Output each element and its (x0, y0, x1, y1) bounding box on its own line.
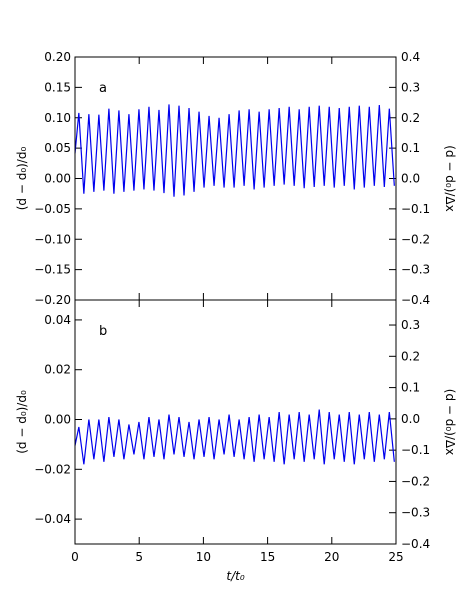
panel-b-tick-labels: 0.04 0.02 0.00 −0.02 −0.04 0.3 0.2 0.1 0.0 −0.1 −0… (34, 313, 430, 564)
y-tick-label: 0.05 (44, 141, 71, 155)
y-right-tick-label: 0.0 (401, 412, 420, 426)
panel-a-label: a (99, 81, 107, 96)
y-right-tick-label: −0.3 (401, 506, 430, 520)
y-right-tick-label: −0.2 (401, 474, 430, 488)
panel-a-ylabel-right: (d − d₀)/Δx (443, 145, 457, 211)
y-right-tick-label: 0.2 (401, 111, 420, 125)
panel-b-series-line (74, 409, 395, 465)
panel-a: 0.200.150.100.050.00−0.05−0.10−0.15−0.20… (15, 50, 457, 307)
y-right-tick-label: −0.1 (401, 443, 430, 457)
y-tick-label: −0.04 (34, 512, 71, 526)
y-tick-label: 0.02 (44, 363, 71, 377)
y-right-tick-label: 0.1 (401, 381, 420, 395)
x-tick-label: 25 (388, 550, 403, 564)
y-right-tick-label: −0.2 (401, 232, 430, 246)
y-right-tick-label: −0.4 (401, 537, 430, 551)
panel-b-ylabel-right: (d − d₀)/Δx (443, 389, 457, 455)
y-right-tick-label: 0.4 (401, 50, 420, 64)
y-tick-label: −0.10 (34, 232, 71, 246)
panel-b: 0.04 0.02 0.00 −0.02 −0.04 0.3 0.2 0.1 0.0 −0.1 −0… (15, 299, 457, 583)
panel-b-frame (74, 299, 397, 545)
y-right-tick-label: −0.3 (401, 263, 430, 277)
y-right-tick-label: 0.0 (401, 172, 420, 186)
x-tick-label: 0 (71, 550, 79, 564)
panel-a-series-line (74, 104, 395, 197)
y-tick-label: 0.10 (44, 111, 71, 125)
x-tick-label: 20 (324, 550, 339, 564)
y-tick-label: −0.02 (34, 462, 71, 476)
y-right-tick-label: −0.4 (401, 293, 430, 307)
y-right-tick-label: 0.1 (401, 141, 420, 155)
y-tick-label: 0.20 (44, 50, 71, 64)
panel-a-ylabel: (d − d₀)/d₀ (15, 147, 29, 211)
panel-b-xlabel: t/t₀ (226, 569, 244, 583)
y-right-tick-label: −0.1 (401, 202, 430, 216)
y-tick-label: 0.15 (44, 80, 71, 94)
y-tick-label: −0.15 (34, 263, 71, 277)
y-right-tick-label: 0.2 (401, 349, 420, 363)
x-tick-label: 10 (196, 550, 211, 564)
y-right-tick-label: 0.3 (401, 318, 420, 332)
y-right-tick-label: 0.3 (401, 80, 420, 94)
x-tick-label: 5 (135, 550, 143, 564)
y-tick-label: −0.20 (34, 293, 71, 307)
y-tick-label: −0.05 (34, 202, 71, 216)
y-tick-label: 0.04 (44, 313, 71, 327)
panel-b-label: b (99, 324, 107, 339)
x-tick-label: 15 (260, 550, 275, 564)
y-tick-label: 0.00 (44, 413, 71, 427)
panel-b-ylabel: (d − d₀)/d₀ (15, 390, 29, 454)
y-tick-label: 0.00 (44, 172, 71, 186)
panel-a-tick-labels: 0.200.150.100.050.00−0.05−0.10−0.15−0.20… (34, 50, 430, 307)
